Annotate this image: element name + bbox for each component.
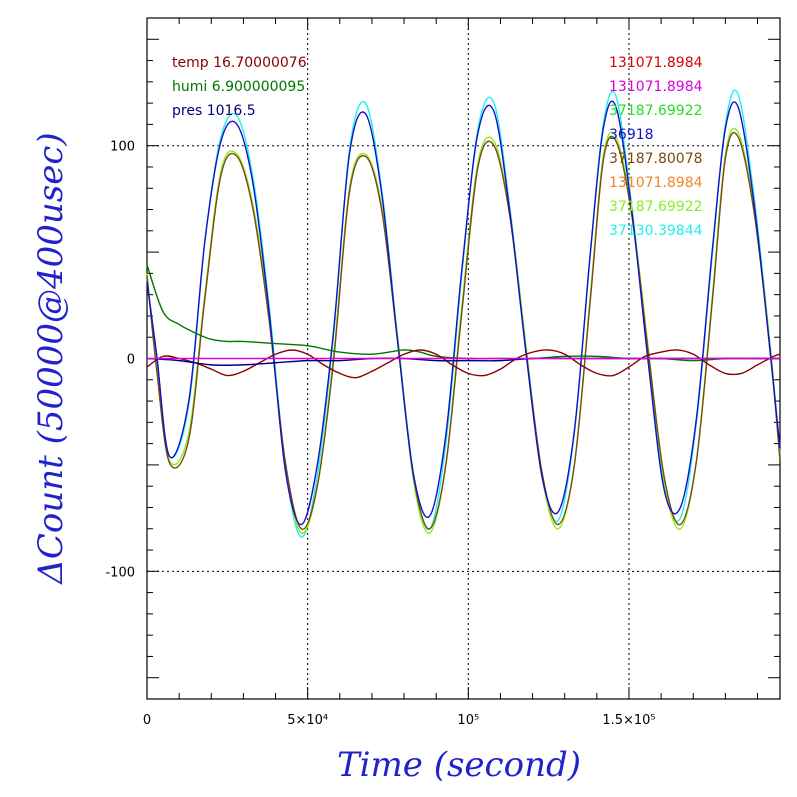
x-tick-label: 10⁵ bbox=[457, 713, 479, 728]
series-legend-entry: 37187.69922 bbox=[609, 103, 703, 119]
env-legend-entry: temp 16.70000076 bbox=[172, 55, 307, 71]
series-line-7 bbox=[146, 357, 780, 366]
series-line-3 bbox=[146, 132, 781, 530]
x-tick-label: 0 bbox=[143, 713, 151, 728]
series-legend: 131071.8984 131071.8984 37187.69922 36918 37… bbox=[609, 55, 703, 239]
y-axis-title: ΔCount (50000@400usec) bbox=[31, 132, 71, 585]
y-tick-label: -100 bbox=[105, 565, 135, 580]
environment-legend: temp 16.70000076 humi 6.900000095 pres 101… bbox=[172, 55, 307, 119]
series-legend-entry: 131071.8984 bbox=[609, 79, 703, 95]
x-tick-label: 1.5×10⁵ bbox=[602, 713, 655, 728]
tick-labels: 0 5×10⁴ 10⁵ 1.5×10⁵ 100 0 -100 bbox=[105, 140, 655, 728]
series-line-6 bbox=[146, 349, 781, 379]
y-tick-label: 0 bbox=[127, 353, 135, 368]
series-line-5 bbox=[146, 264, 780, 362]
series-legend-entry: 37187.69922 bbox=[609, 199, 703, 215]
series-legend-entry: 36918 bbox=[609, 127, 654, 143]
x-tick-label: 5×10⁴ bbox=[287, 713, 328, 728]
env-legend-entry: humi 6.900000095 bbox=[172, 79, 305, 95]
series-line-4 bbox=[146, 100, 781, 526]
series-lines bbox=[146, 89, 781, 538]
series-legend-entry: 131071.8984 bbox=[609, 55, 703, 71]
series-legend-entry: 37187.80078 bbox=[609, 151, 703, 167]
series-legend-entry: 37130.39844 bbox=[609, 223, 703, 239]
x-axis-title: Time (second) bbox=[337, 745, 581, 785]
series-legend-entry: 131071.8984 bbox=[609, 175, 703, 191]
env-legend-entry: pres 1016.5 bbox=[172, 103, 256, 119]
y-tick-label: 100 bbox=[110, 140, 135, 155]
